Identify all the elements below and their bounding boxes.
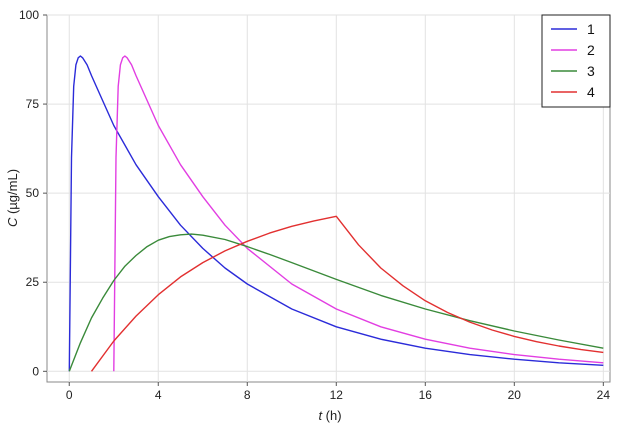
series-line-1 bbox=[68, 55, 604, 372]
series-group bbox=[68, 55, 604, 372]
x-tick-label: 20 bbox=[508, 388, 522, 402]
x-tick-label: 0 bbox=[66, 388, 73, 402]
plot-area bbox=[46, 14, 611, 383]
y-tick-label: 25 bbox=[26, 275, 40, 289]
x-axis-label: t (h) bbox=[318, 408, 341, 423]
legend: 1 2 3 4 bbox=[541, 14, 611, 108]
x-tick-label: 24 bbox=[597, 388, 611, 402]
legend-label-2: 2 bbox=[587, 42, 595, 58]
legend-label-4: 4 bbox=[587, 84, 595, 100]
x-tick-label: 8 bbox=[244, 388, 251, 402]
x-tick-label: 4 bbox=[155, 388, 162, 402]
series-line-4 bbox=[90, 215, 604, 372]
y-tick-label: 0 bbox=[32, 364, 39, 378]
y-tick-label: 75 bbox=[26, 97, 40, 111]
y-axis-label: C (µg/mL) bbox=[5, 169, 20, 227]
series-line-3 bbox=[68, 233, 604, 372]
grid bbox=[47, 14, 610, 382]
y-tick-label: 50 bbox=[26, 186, 40, 200]
legend-label-3: 3 bbox=[587, 63, 595, 79]
x-tick-label: 16 bbox=[419, 388, 433, 402]
y-tick-label: 100 bbox=[19, 8, 39, 22]
legend-label-1: 1 bbox=[587, 21, 595, 37]
x-tick-label: 12 bbox=[330, 388, 344, 402]
series-line-2 bbox=[113, 55, 604, 372]
